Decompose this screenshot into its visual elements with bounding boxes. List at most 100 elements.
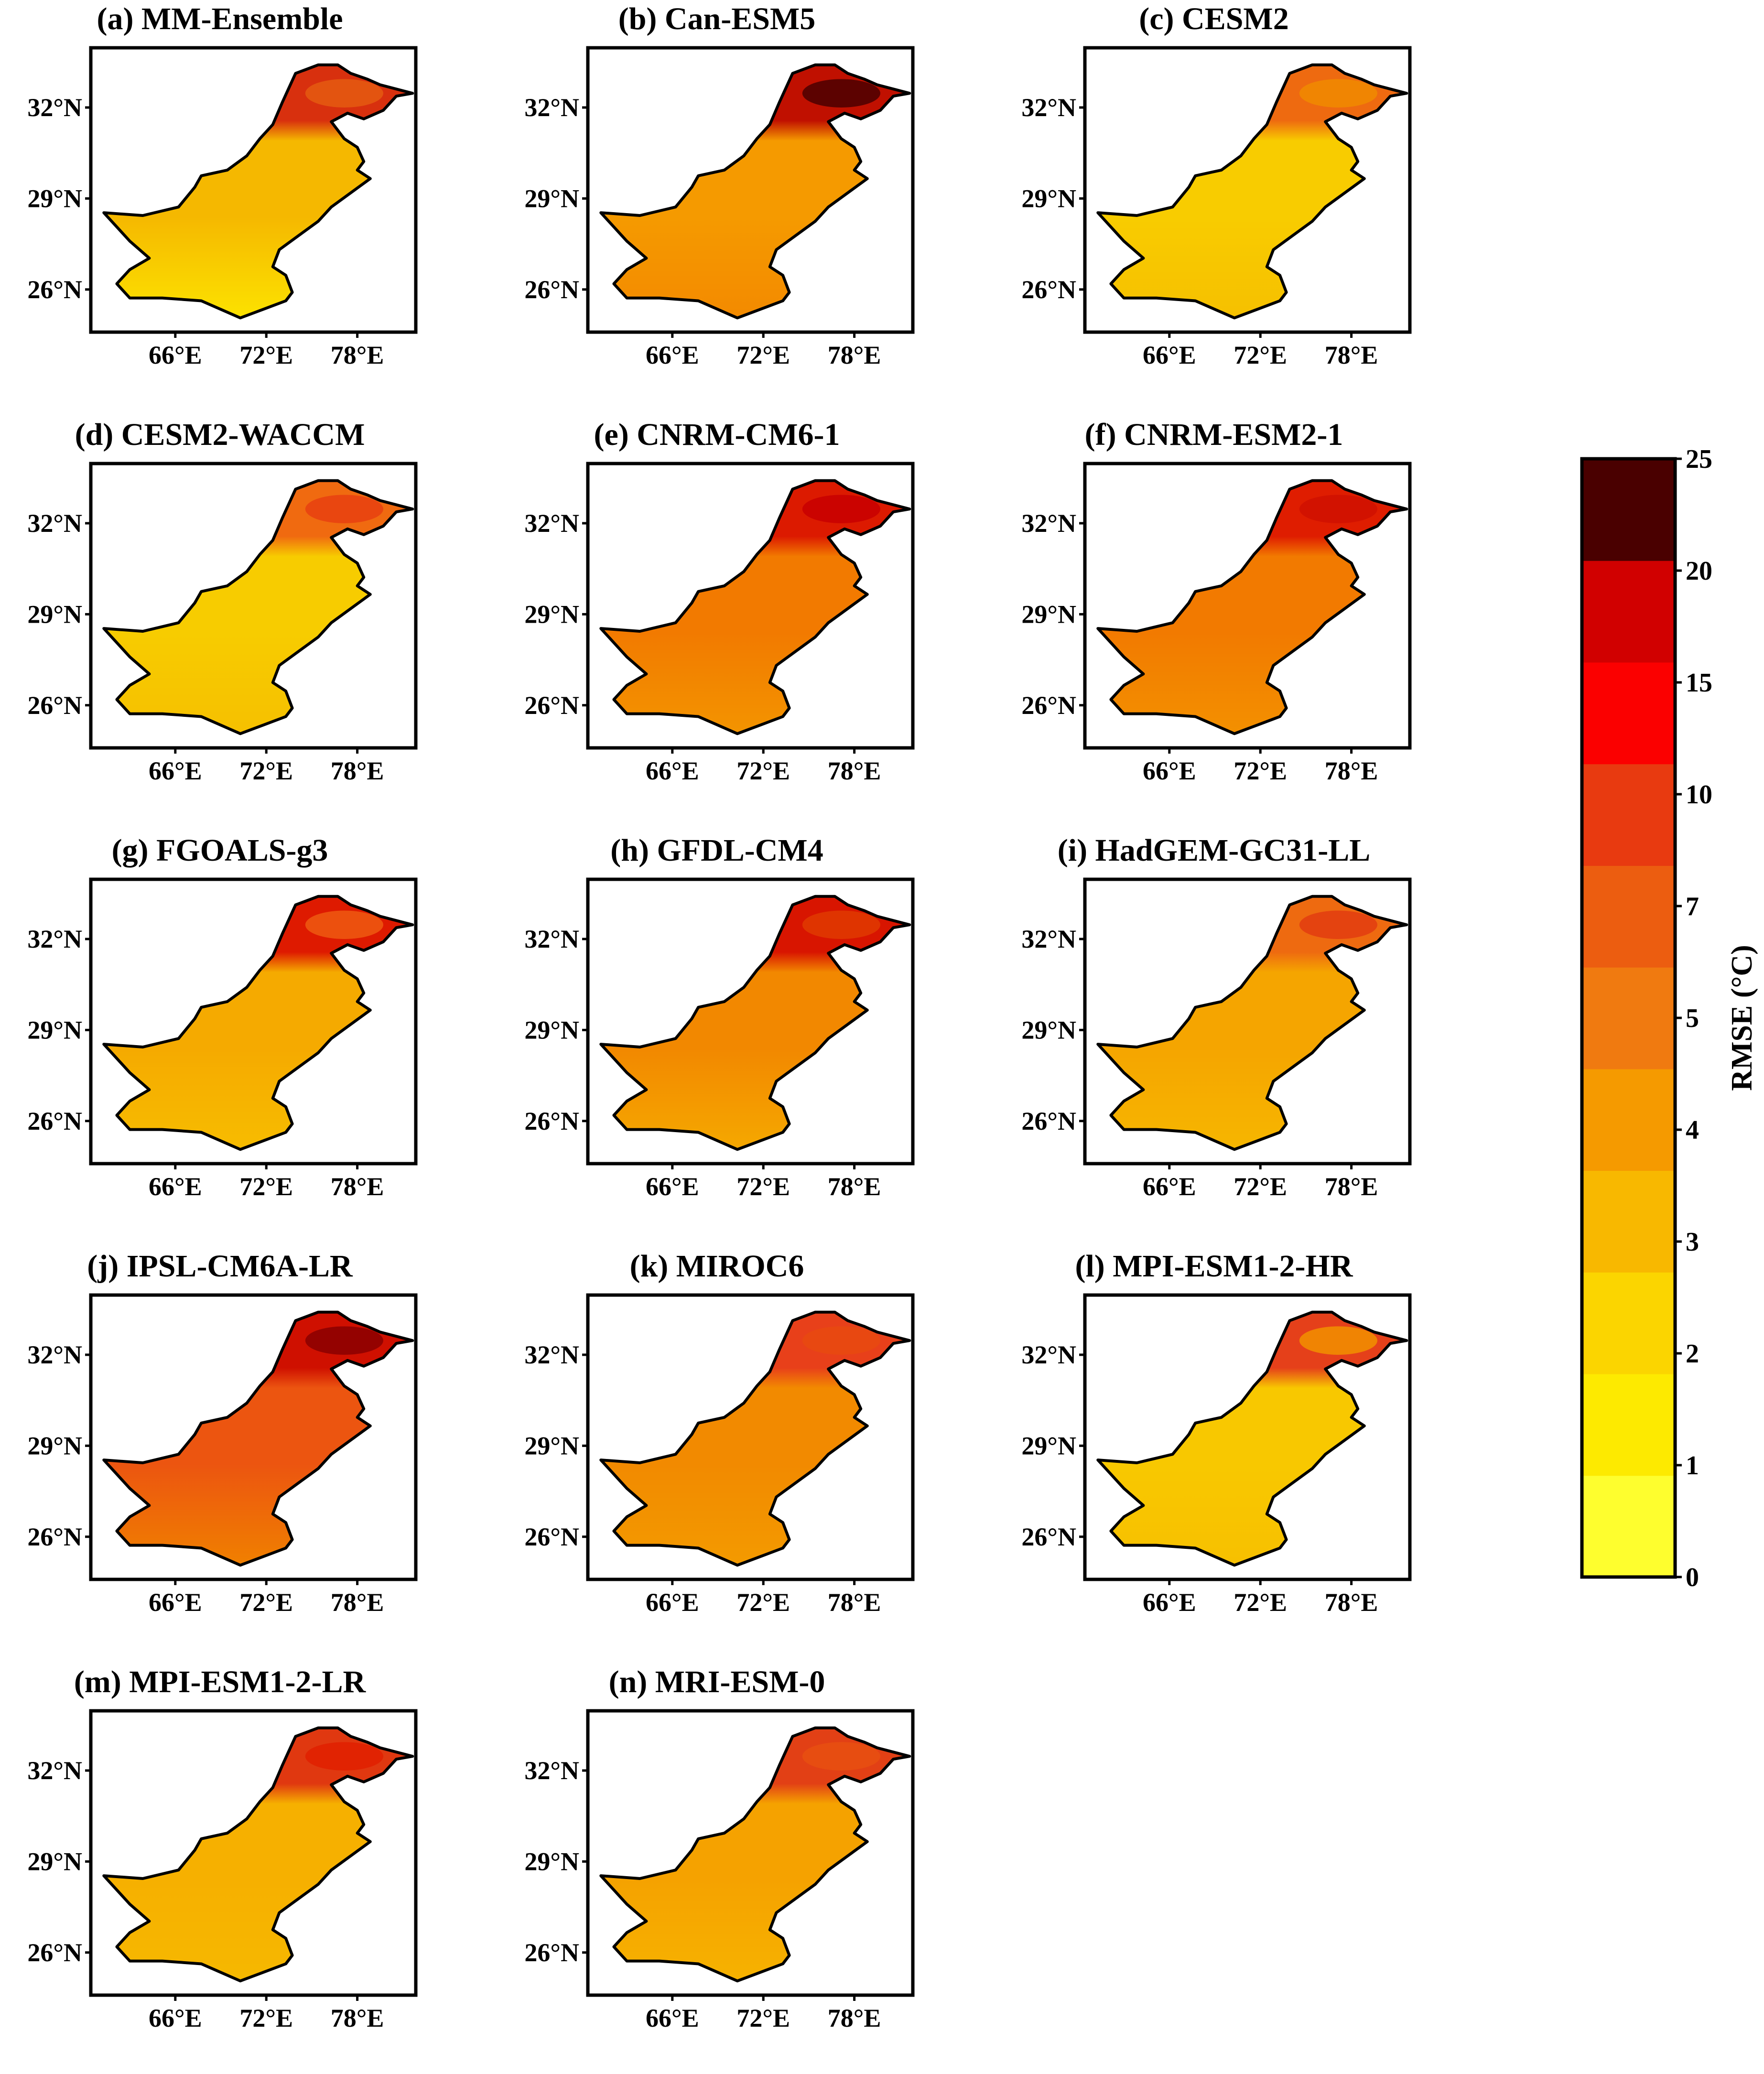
lon-tick-label: 72°E [1234,1172,1287,1201]
colorbar-segment [1582,459,1675,561]
map-plot: 32°N 29°N 26°N 66°E 72°E 78°E [524,462,915,785]
lon-tick-label: 66°E [646,756,699,785]
lon-tick-label: 66°E [1143,1172,1196,1201]
lon-tick-label: 78°E [1325,756,1378,785]
map-plot: 32°N 29°N 26°N 66°E 72°E 78°E [524,46,915,369]
colorbar-segment [1582,865,1675,968]
pakistan-region [599,895,911,1151]
colorbar-segment [1582,1475,1675,1577]
lat-tick-label: 32°N [27,1756,82,1785]
map-panel: (l) MPI-ESM1-2-HR 32°N 29°N 26°N 66°E 72°E 78°… [1018,1247,1412,1617]
lon-tick-label: 66°E [646,1172,699,1201]
panel-title: (h) GFDL-CM4 [610,833,823,868]
lon-tick-label: 66°E [646,2004,699,2032]
pakistan-region [1096,479,1408,735]
lat-tick-label: 32°N [524,1340,579,1369]
map-panel: (a) MM-Ensemble 32°N 29°N 26°N 66°E 72°E 78°E [24,0,418,369]
colorbar-tick-label: 0 [1686,1563,1699,1592]
map-plot: 32°N 29°N 26°N 66°E 72°E 78°E [524,1709,915,2032]
colorbar-tick-label: 7 [1686,892,1699,921]
lon-tick-label: 72°E [736,1172,790,1201]
map-panel: (b) Can-ESM5 32°N 29°N 26°N 66°E 72°E 78°E [521,0,915,369]
lat-tick-label: 32°N [524,925,579,953]
lat-tick-label: 29°N [1021,1431,1076,1460]
map-plot: 32°N 29°N 26°N 66°E 72°E 78°E [27,1709,418,2032]
rmse-hotspot [1299,79,1377,108]
map-plot: 32°N 29°N 26°N 66°E 72°E 78°E [27,1293,418,1617]
pakistan-region [102,479,414,735]
colorbar-segment [1582,1069,1675,1171]
panel-title: (n) MRI-ESM-0 [608,1664,825,1699]
lat-tick-label: 26°N [27,691,82,720]
rmse-hotspot [1299,1326,1377,1355]
panel-title: (f) CNRM-ESM2-1 [1084,417,1343,452]
lon-tick-label: 72°E [1234,756,1287,785]
lon-tick-label: 78°E [331,1172,384,1201]
lat-tick-label: 26°N [27,1938,82,1967]
lat-tick-label: 29°N [524,1847,579,1876]
lat-tick-label: 32°N [27,93,82,122]
pakistan-region [599,1310,911,1567]
lat-tick-label: 29°N [524,1015,579,1044]
lat-tick-label: 29°N [27,1431,82,1460]
panel-title: (j) IPSL-CM6A-LR [87,1249,353,1284]
map-plot: 32°N 29°N 26°N 66°E 72°E 78°E [1021,877,1412,1201]
lat-tick-label: 29°N [524,600,579,628]
rmse-hotspot [305,910,384,939]
panel-title: (m) MPI-ESM1-2-LR [74,1664,366,1699]
lat-tick-label: 29°N [27,1015,82,1044]
lat-tick-label: 26°N [524,691,579,720]
map-plot: 32°N 29°N 26°N 66°E 72°E 78°E [524,1293,915,1617]
lon-tick-label: 78°E [331,341,384,369]
lat-tick-label: 26°N [27,1107,82,1135]
map-panel: (c) CESM2 32°N 29°N 26°N 66°E 72°E 78°E [1018,0,1412,369]
lat-tick-label: 32°N [1021,1340,1076,1369]
pakistan-region [102,1726,414,1983]
rmse-hotspot [802,79,880,108]
pakistan-region [1096,1310,1408,1567]
colorbar-tick-label: 10 [1686,780,1712,810]
map-panel: (n) MRI-ESM-0 32°N 29°N 26°N 66°E 72°E 78°E [521,1663,915,2032]
panel-title: (a) MM-Ensemble [97,1,343,36]
lon-tick-label: 78°E [828,1172,881,1201]
lat-tick-label: 32°N [1021,93,1076,122]
pakistan-region [102,895,414,1151]
panel-title: (l) MPI-ESM1-2-HR [1075,1249,1353,1284]
lat-tick-label: 29°N [1021,600,1076,628]
lon-tick-label: 66°E [149,2004,202,2032]
lat-tick-label: 29°N [1021,184,1076,213]
pakistan-region [1096,63,1408,320]
colorbar-tick-label: 2 [1686,1339,1699,1369]
map-panel: (h) GFDL-CM4 32°N 29°N 26°N 66°E 72°E 78°E [521,832,915,1201]
lat-tick-label: 26°N [524,275,579,304]
colorbar-segment [1582,1170,1675,1273]
colorbar-tick-label: 5 [1686,1004,1699,1033]
rmse-hotspot [305,1742,384,1771]
lat-tick-label: 32°N [27,925,82,953]
panel-title: (i) HadGEM-GC31-LL [1057,833,1371,868]
pakistan-region [102,1310,414,1567]
map-panel: (j) IPSL-CM6A-LR 32°N 29°N 26°N 66°E 72°E 78°E [24,1247,418,1617]
lon-tick-label: 72°E [1234,341,1287,369]
lon-tick-label: 72°E [736,2004,790,2032]
colorbar-tick-label: 1 [1686,1451,1699,1480]
lat-tick-label: 26°N [524,1107,579,1135]
lon-tick-label: 72°E [239,2004,293,2032]
lon-tick-label: 66°E [646,1588,699,1617]
colorbar-segment [1582,662,1675,765]
lon-tick-label: 66°E [149,756,202,785]
lat-tick-label: 32°N [27,509,82,538]
lat-tick-label: 26°N [524,1523,579,1551]
lon-tick-label: 78°E [331,756,384,785]
lat-tick-label: 26°N [524,1938,579,1967]
colorbar: 0 1 2 3 4 5 7 10 15 20 25 RMSE (°C) [1572,444,1764,1596]
rmse-hotspot [802,1326,880,1355]
lon-tick-label: 72°E [239,341,293,369]
colorbar-tick-label: 25 [1686,444,1712,474]
panel-title: (g) FGOALS-g3 [111,833,328,868]
lon-tick-label: 72°E [239,1588,293,1617]
pakistan-region [599,1726,911,1983]
lat-tick-label: 32°N [1021,509,1076,538]
panel-title: (b) Can-ESM5 [618,1,816,36]
lon-tick-label: 78°E [828,341,881,369]
